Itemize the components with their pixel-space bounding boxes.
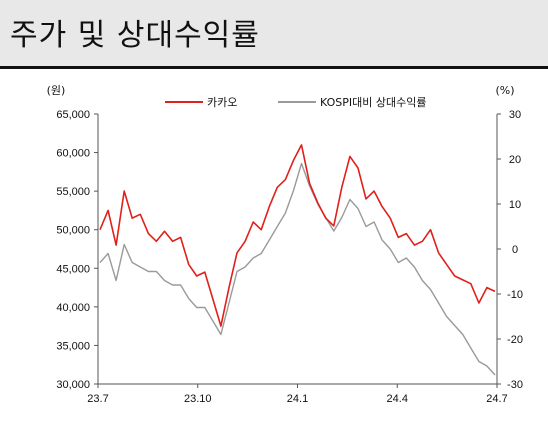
x-tick-label: 24.1 [287,393,308,405]
left-tick-label: 55,000 [56,186,90,198]
chart-legend: 카카오 KOSPI대비 상대수익률 [165,96,426,109]
left-tick-label: 30,000 [56,379,90,391]
left-tick-label: 60,000 [56,148,90,160]
legend-label: 카카오 [207,96,237,109]
left-tick-label: 65,000 [56,109,90,121]
left-tick-label: 35,000 [56,340,90,352]
right-tick-label: -10 [507,289,523,301]
header-divider [0,66,548,69]
left-tick-label: 40,000 [56,302,90,314]
chart-series [99,144,496,376]
right-tick-label: 20 [509,154,521,166]
left-tick-label: 50,000 [56,225,90,237]
kakao-price-line [99,144,496,327]
right-tick-label: -30 [507,379,523,391]
right-tick-label: 0 [512,244,518,256]
x-tick-label: 23.10 [184,393,212,405]
right-tick-label: -20 [507,334,523,346]
price-and-relative-return-chart: 65,000 60,000 55,000 50,000 45,000 40,000 35,0… [47,84,523,405]
legend-label: KOSPI대비 상대수익률 [320,96,426,109]
x-tick-label: 24.4 [387,393,408,405]
left-tick-label: 45,000 [56,263,90,275]
left-axis-unit: (원) [47,84,66,97]
right-tick-label: 10 [509,199,521,211]
right-tick-label: 30 [509,109,521,121]
chart-axes: 65,000 60,000 55,000 50,000 45,000 40,000 35,0… [47,84,523,405]
report-header: 주가 및 상대수익률 [0,0,548,66]
right-axis-unit: (%) [495,84,514,97]
chart-title: 주가 및 상대수익률 [10,18,260,53]
kospi-relative-return-line [99,162,496,376]
x-tick-label: 24.7 [486,393,507,405]
x-tick-label: 23.7 [87,393,108,405]
